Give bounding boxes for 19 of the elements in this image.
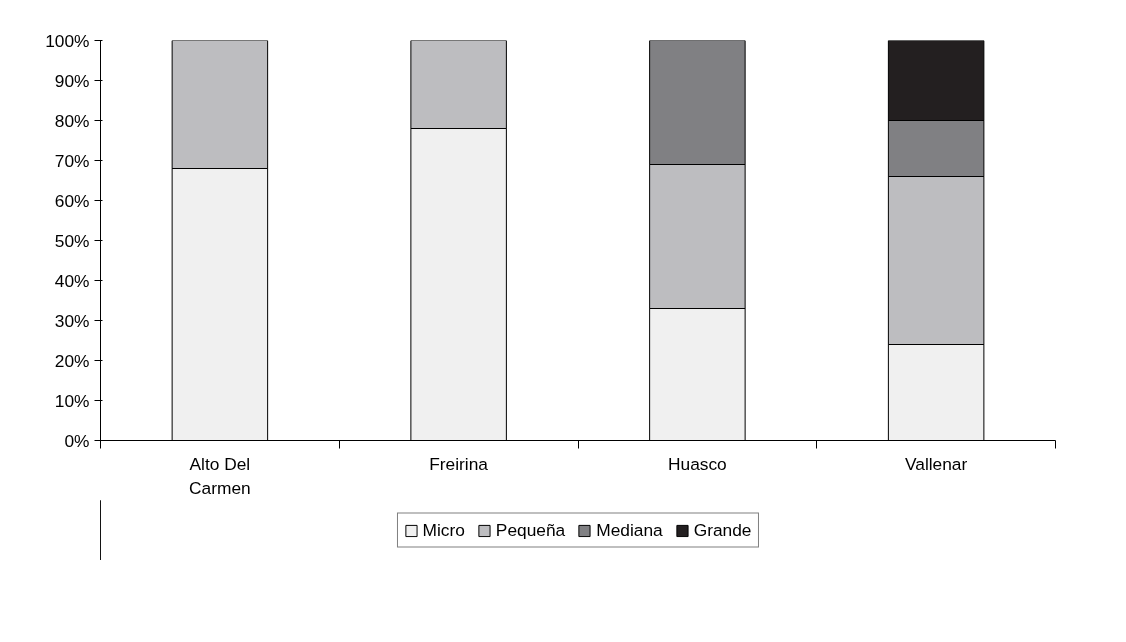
y-tick-label: 30% [54, 310, 90, 331]
y-tick-label: 40% [54, 270, 90, 291]
y-tick-label: 50% [54, 230, 90, 251]
y-tick-label: 80% [54, 110, 90, 131]
y-tick-label: 20% [54, 350, 90, 371]
legend-label: Mediana [596, 519, 663, 541]
legend-label: Grande [693, 519, 752, 541]
y-tick-label: 90% [54, 70, 90, 91]
y-tick-label: 0% [64, 430, 90, 451]
y-tick-label: 10% [54, 390, 90, 411]
legend-label: Pequeña [495, 519, 566, 541]
y-tick-label: 70% [54, 150, 90, 171]
x-tick-label: Vallenar [904, 453, 968, 474]
x-tick-label: Alto Del Carmen [189, 453, 251, 498]
x-tick-label: Huasco [668, 453, 727, 474]
y-tick-label: 100% [45, 30, 90, 51]
legend-label: Micro [422, 519, 465, 541]
x-tick-label: Freirina [429, 453, 489, 474]
y-tick-label: 60% [54, 190, 90, 211]
